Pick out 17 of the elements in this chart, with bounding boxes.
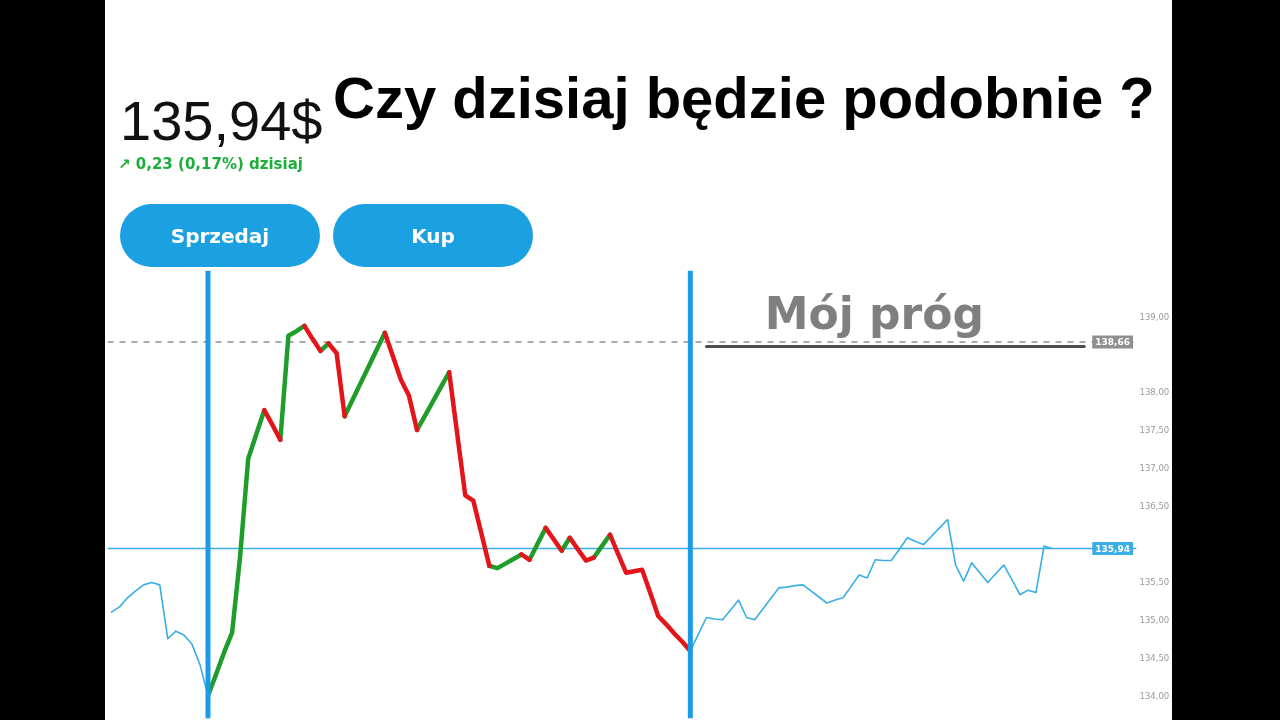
text: Kup (333, 204, 533, 267)
y-tick-label: 137,50 (1139, 425, 1170, 436)
y-tick-label: 138,00 (1139, 387, 1170, 398)
y-tick-label: 134,50 (1139, 653, 1170, 664)
text: ↗ 0,23 (0,17%) dzisiaj (118, 155, 303, 173)
y-tick-label: 135,50 (1139, 577, 1170, 588)
ref-line-label: 135,94 (1095, 543, 1130, 554)
y-tick-label: 137,00 (1139, 463, 1170, 474)
y-tick-label: 135,00 (1139, 615, 1170, 626)
series-label: Mój próg (764, 287, 985, 339)
text: Sprzedaj (120, 204, 320, 267)
chart-title: Czy dzisiaj będzie podobnie ? (333, 65, 1155, 130)
text: 135,94$ (120, 89, 323, 152)
y-tick-label: 139,00 (1139, 311, 1170, 322)
y-tick-label: 134,00 (1139, 691, 1170, 702)
y-tick-label: 136,50 (1139, 501, 1170, 512)
ref-line-label: 138,66 (1095, 337, 1130, 348)
